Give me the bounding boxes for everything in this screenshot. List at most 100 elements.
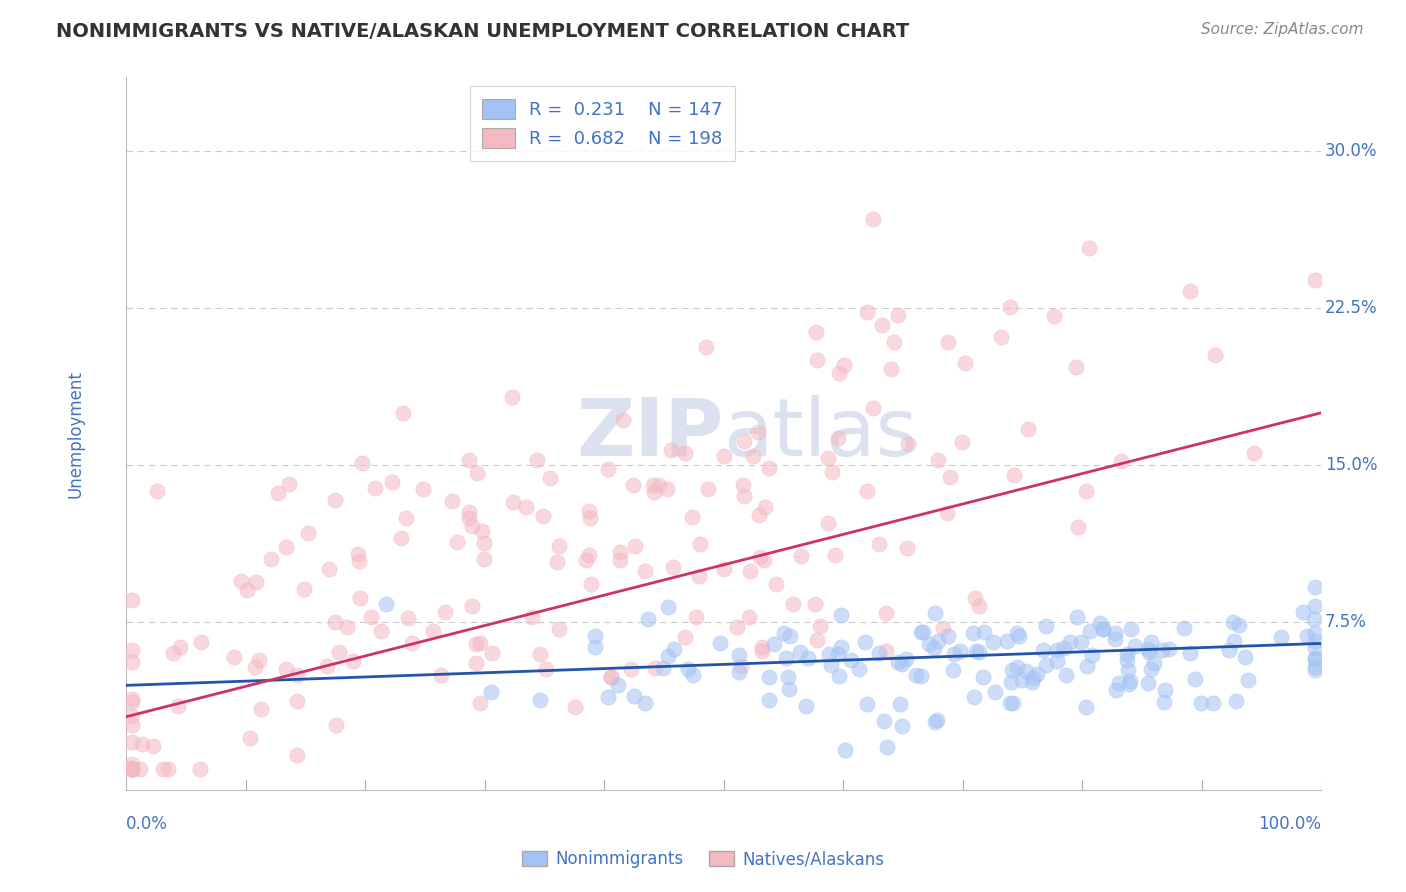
- Point: [868, 537, 890, 551]
- Point: [820, 657, 842, 672]
- Point: [924, 714, 946, 729]
- Point: [1115, 653, 1137, 667]
- Point: [1118, 664, 1140, 678]
- Point: [652, 661, 675, 675]
- Point: [606, 678, 628, 692]
- Point: [285, 694, 308, 708]
- Point: [1015, 664, 1038, 678]
- Point: [972, 670, 994, 684]
- Point: [1001, 663, 1024, 677]
- Point: [984, 685, 1007, 699]
- Point: [778, 681, 800, 696]
- Point: [1292, 605, 1315, 619]
- Point: [688, 569, 710, 583]
- Point: [751, 644, 773, 658]
- Point: [733, 434, 755, 448]
- Text: Unemployment: Unemployment: [67, 370, 84, 498]
- Point: [1104, 626, 1126, 640]
- Point: [1243, 446, 1265, 460]
- Point: [641, 477, 664, 491]
- Point: [830, 640, 852, 654]
- Point: [318, 562, 340, 576]
- Point: [935, 506, 957, 520]
- Point: [583, 640, 606, 654]
- Point: [922, 641, 945, 656]
- Point: [458, 511, 481, 525]
- Point: [1025, 666, 1047, 681]
- Point: [890, 719, 912, 733]
- Point: [1178, 646, 1201, 660]
- Text: 15.0%: 15.0%: [1324, 456, 1376, 475]
- Point: [942, 663, 965, 677]
- Point: [876, 739, 898, 754]
- Point: [471, 524, 494, 538]
- Point: [422, 624, 444, 638]
- Point: [762, 637, 785, 651]
- Point: [827, 432, 849, 446]
- Point: [600, 670, 623, 684]
- Point: [754, 500, 776, 514]
- Point: [883, 334, 905, 349]
- Point: [1076, 659, 1098, 673]
- Point: [1119, 674, 1142, 689]
- Point: [1111, 453, 1133, 467]
- Text: 100.0%: 100.0%: [1258, 815, 1322, 833]
- Point: [910, 624, 932, 639]
- Point: [758, 461, 780, 475]
- Point: [657, 599, 679, 614]
- Point: [1000, 675, 1022, 690]
- Point: [896, 437, 918, 451]
- Point: [1066, 609, 1088, 624]
- Point: [374, 597, 396, 611]
- Point: [727, 665, 749, 680]
- Point: [1059, 635, 1081, 649]
- Point: [868, 646, 890, 660]
- Point: [832, 358, 855, 372]
- Point: [894, 652, 917, 666]
- Point: [1081, 648, 1104, 662]
- Point: [121, 709, 143, 723]
- Point: [973, 624, 995, 639]
- Legend: Nonimmigrants, Natives/Alaskans: Nonimmigrants, Natives/Alaskans: [516, 844, 890, 875]
- Point: [1296, 629, 1319, 643]
- Point: [1078, 241, 1101, 255]
- Point: [657, 649, 679, 664]
- Point: [1303, 634, 1326, 648]
- Point: [1108, 676, 1130, 690]
- Point: [1119, 622, 1142, 636]
- Point: [479, 685, 502, 699]
- Point: [772, 626, 794, 640]
- Point: [817, 450, 839, 465]
- Point: [458, 453, 481, 467]
- Point: [804, 326, 827, 340]
- Point: [188, 762, 211, 776]
- Point: [676, 662, 699, 676]
- Point: [725, 620, 748, 634]
- Point: [162, 646, 184, 660]
- Point: [1137, 645, 1160, 659]
- Point: [910, 669, 932, 683]
- Point: [689, 537, 711, 551]
- Point: [939, 470, 962, 484]
- Point: [624, 539, 647, 553]
- Point: [789, 645, 811, 659]
- Point: [1303, 599, 1326, 614]
- Point: [742, 449, 765, 463]
- Point: [1234, 649, 1257, 664]
- Point: [121, 762, 143, 776]
- Point: [1035, 618, 1057, 632]
- Point: [121, 695, 143, 709]
- Point: [583, 629, 606, 643]
- Point: [685, 610, 707, 624]
- Point: [695, 340, 717, 354]
- Point: [834, 742, 856, 756]
- Point: [546, 555, 568, 569]
- Point: [347, 547, 370, 561]
- Point: [1074, 483, 1097, 498]
- Point: [239, 731, 262, 745]
- Point: [267, 486, 290, 500]
- Point: [396, 611, 419, 625]
- Point: [1002, 697, 1025, 711]
- Point: [121, 656, 143, 670]
- Text: 30.0%: 30.0%: [1324, 142, 1376, 160]
